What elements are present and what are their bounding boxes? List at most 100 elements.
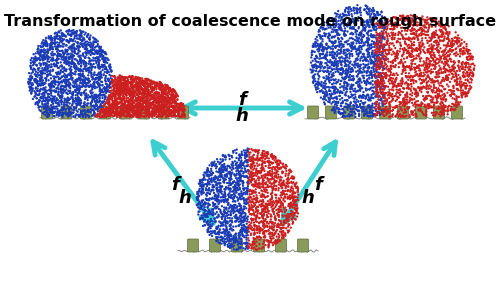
Point <box>411 62 419 66</box>
Point <box>370 25 378 30</box>
Point <box>114 89 122 94</box>
Point <box>434 93 442 98</box>
Point <box>116 73 124 78</box>
Point <box>416 73 424 78</box>
Point <box>282 209 290 214</box>
Point <box>211 177 219 181</box>
Point <box>114 110 122 115</box>
Point <box>378 87 386 92</box>
Point <box>54 44 62 49</box>
Point <box>236 230 244 235</box>
Point <box>358 45 366 50</box>
Point <box>351 44 359 49</box>
Point <box>437 80 445 85</box>
Point <box>360 26 368 31</box>
Point <box>45 112 53 117</box>
Point <box>165 106 173 111</box>
Point <box>101 108 109 113</box>
Point <box>394 95 402 99</box>
Point <box>362 25 370 30</box>
Point <box>111 75 119 80</box>
Point <box>361 100 369 105</box>
Point <box>42 78 50 83</box>
Point <box>416 59 424 64</box>
Point <box>440 111 448 116</box>
Point <box>402 74 410 79</box>
Point <box>44 98 52 103</box>
Point <box>160 104 168 109</box>
Point <box>125 86 133 91</box>
Point <box>345 48 353 53</box>
Point <box>384 52 392 57</box>
Point <box>286 202 294 207</box>
Point <box>235 236 243 241</box>
Point <box>226 223 234 228</box>
Point <box>127 108 135 113</box>
Point <box>266 212 274 217</box>
Point <box>152 84 160 88</box>
Point <box>436 89 444 94</box>
Point <box>434 50 442 54</box>
Point <box>42 39 50 44</box>
Point <box>347 100 355 105</box>
Point <box>466 86 473 91</box>
Point <box>53 49 61 54</box>
Point <box>134 81 141 86</box>
Point <box>202 186 210 191</box>
Point <box>80 29 88 34</box>
Point <box>268 190 276 195</box>
Point <box>208 173 216 178</box>
Point <box>85 78 93 83</box>
Point <box>162 102 170 107</box>
Point <box>94 50 102 55</box>
Point <box>247 226 255 231</box>
Point <box>338 111 345 116</box>
Point <box>26 88 34 92</box>
Point <box>210 203 218 208</box>
Point <box>148 86 156 91</box>
Point <box>80 91 88 95</box>
Point <box>288 193 296 198</box>
Point <box>96 74 104 79</box>
Point <box>159 99 167 104</box>
Point <box>231 232 239 237</box>
Point <box>60 90 68 95</box>
Point <box>316 74 324 79</box>
Point <box>94 39 102 44</box>
Point <box>86 82 94 87</box>
Point <box>105 106 113 111</box>
Point <box>208 230 216 235</box>
Point <box>168 110 175 115</box>
Point <box>222 216 230 221</box>
Point <box>38 81 46 86</box>
Point <box>354 84 362 88</box>
Point <box>220 234 228 239</box>
Point <box>400 52 407 57</box>
Point <box>32 63 40 68</box>
Point <box>156 103 164 108</box>
Point <box>238 207 246 211</box>
Point <box>350 88 358 93</box>
Point <box>121 103 129 108</box>
Point <box>196 200 203 205</box>
Point <box>240 222 248 227</box>
Point <box>116 91 124 96</box>
Point <box>250 184 258 189</box>
Point <box>169 100 177 105</box>
Point <box>332 99 340 104</box>
Point <box>309 49 317 54</box>
Point <box>444 76 452 80</box>
Point <box>396 88 404 93</box>
Point <box>27 61 35 65</box>
Point <box>92 113 100 118</box>
Point <box>369 85 377 90</box>
Point <box>88 44 96 49</box>
Point <box>457 85 465 90</box>
Point <box>196 209 203 214</box>
Point <box>136 110 144 115</box>
Point <box>406 75 414 80</box>
Point <box>256 171 264 176</box>
Point <box>150 103 158 108</box>
Point <box>165 104 173 109</box>
Point <box>84 98 92 103</box>
